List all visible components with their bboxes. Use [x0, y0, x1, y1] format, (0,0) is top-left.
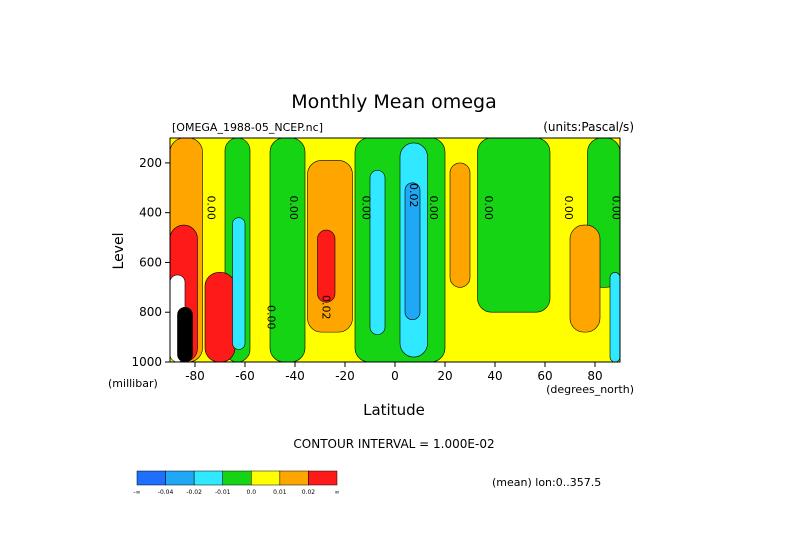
legend-label-0: -∞	[133, 489, 140, 496]
contour-label-9: 0.02	[320, 295, 333, 320]
contour-region-11	[369, 170, 386, 335]
x-tick-label-5: 20	[437, 369, 452, 383]
contour-region-10	[232, 217, 246, 350]
legend-label-5: 0.01	[273, 489, 287, 496]
y-tick-label-0: 200	[139, 156, 162, 170]
legend-label-4: 0.0	[247, 489, 257, 496]
y-tick-label-3: 800	[139, 305, 162, 319]
contour-interval: CONTOUR INTERVAL = 1.000E-02	[293, 437, 494, 451]
legend-swatch-5	[279, 470, 309, 486]
legend-swatch-3	[222, 470, 252, 486]
longitude-footer: (mean) lon:0..357.5	[492, 476, 601, 489]
legend-label-2: -0.02	[186, 489, 202, 496]
color-legend: -∞ -0.04 -0.02 -0.01 0.0 0.01 0.02 ∞	[133, 470, 340, 496]
legend-label-3: -0.01	[215, 489, 231, 496]
legend-label-1: -0.04	[158, 489, 174, 496]
x-tick-label-7: 60	[537, 369, 552, 383]
contour-region-16	[609, 272, 620, 362]
x-tick-label-4: 0	[391, 369, 399, 383]
legend-label-6: 0.02	[302, 489, 316, 496]
y-tick-label-1: 400	[139, 206, 162, 220]
contour-region-13	[404, 182, 421, 320]
contour-region-15	[569, 224, 601, 333]
contour-region-7	[317, 229, 336, 303]
contour-region-14	[449, 162, 471, 288]
contour-region-2	[269, 138, 306, 362]
legend-swatch-0	[136, 470, 166, 486]
contour-label-5: 0.00	[482, 195, 495, 220]
contour-label-0: 0.00	[205, 195, 218, 220]
chart-title: Monthly Mean omega	[291, 91, 496, 113]
contour-labels: 0.00 0.00 0.00 0.02 0.00 0.00 0.00 0.00 0.00 0.02	[205, 183, 623, 330]
contour-region-9	[204, 272, 236, 362]
x-tick-label-0: -80	[185, 369, 205, 383]
units-label: (units:Pascal/s)	[543, 120, 634, 134]
x-tick-label-3: -20	[335, 369, 355, 383]
x-tick-label-6: 40	[487, 369, 502, 383]
x-tick-label-8: 80	[587, 369, 602, 383]
y-tick-label-2: 600	[139, 255, 162, 269]
y-unit-label: (millibar)	[108, 377, 158, 390]
contour-label-1: 0.00	[287, 195, 300, 220]
x-axis: -80 -60 -40 -20 0 20 40 60 80	[185, 362, 603, 383]
contour-label-4: 0.00	[427, 195, 440, 220]
legend-label-7: ∞	[335, 489, 340, 496]
contour-label-7: 0.00	[610, 195, 623, 220]
x-axis-title: Latitude	[363, 401, 425, 419]
legend-swatch-6	[308, 470, 338, 486]
dataset-label: [OMEGA_1988-05_NCEP.nc]	[172, 121, 323, 134]
y-tick-label-4: 1000	[131, 355, 162, 369]
x-tick-label-2: -40	[285, 369, 305, 383]
contour-region-4	[477, 138, 551, 313]
contour-fill-regions	[170, 138, 620, 362]
contour-region-18	[177, 306, 193, 362]
legend-swatch-4	[251, 470, 281, 486]
contour-label-2: 0.00	[360, 195, 373, 220]
legend-swatch-2	[193, 470, 223, 486]
contour-label-3: 0.02	[407, 183, 420, 208]
y-axis-title: Level	[111, 233, 127, 270]
y-axis: 200 400 600 800 1000	[131, 156, 170, 369]
x-tick-label-1: -60	[235, 369, 255, 383]
x-unit-label: (degrees_north)	[546, 383, 634, 396]
contour-label-6: 0.00	[562, 195, 575, 220]
legend-swatch-1	[165, 470, 195, 486]
plot-area: 0.00 0.00 0.00 0.02 0.00 0.00 0.00 0.00 0.00 0.02	[170, 138, 623, 362]
contour-label-8: 0.00	[265, 305, 278, 330]
